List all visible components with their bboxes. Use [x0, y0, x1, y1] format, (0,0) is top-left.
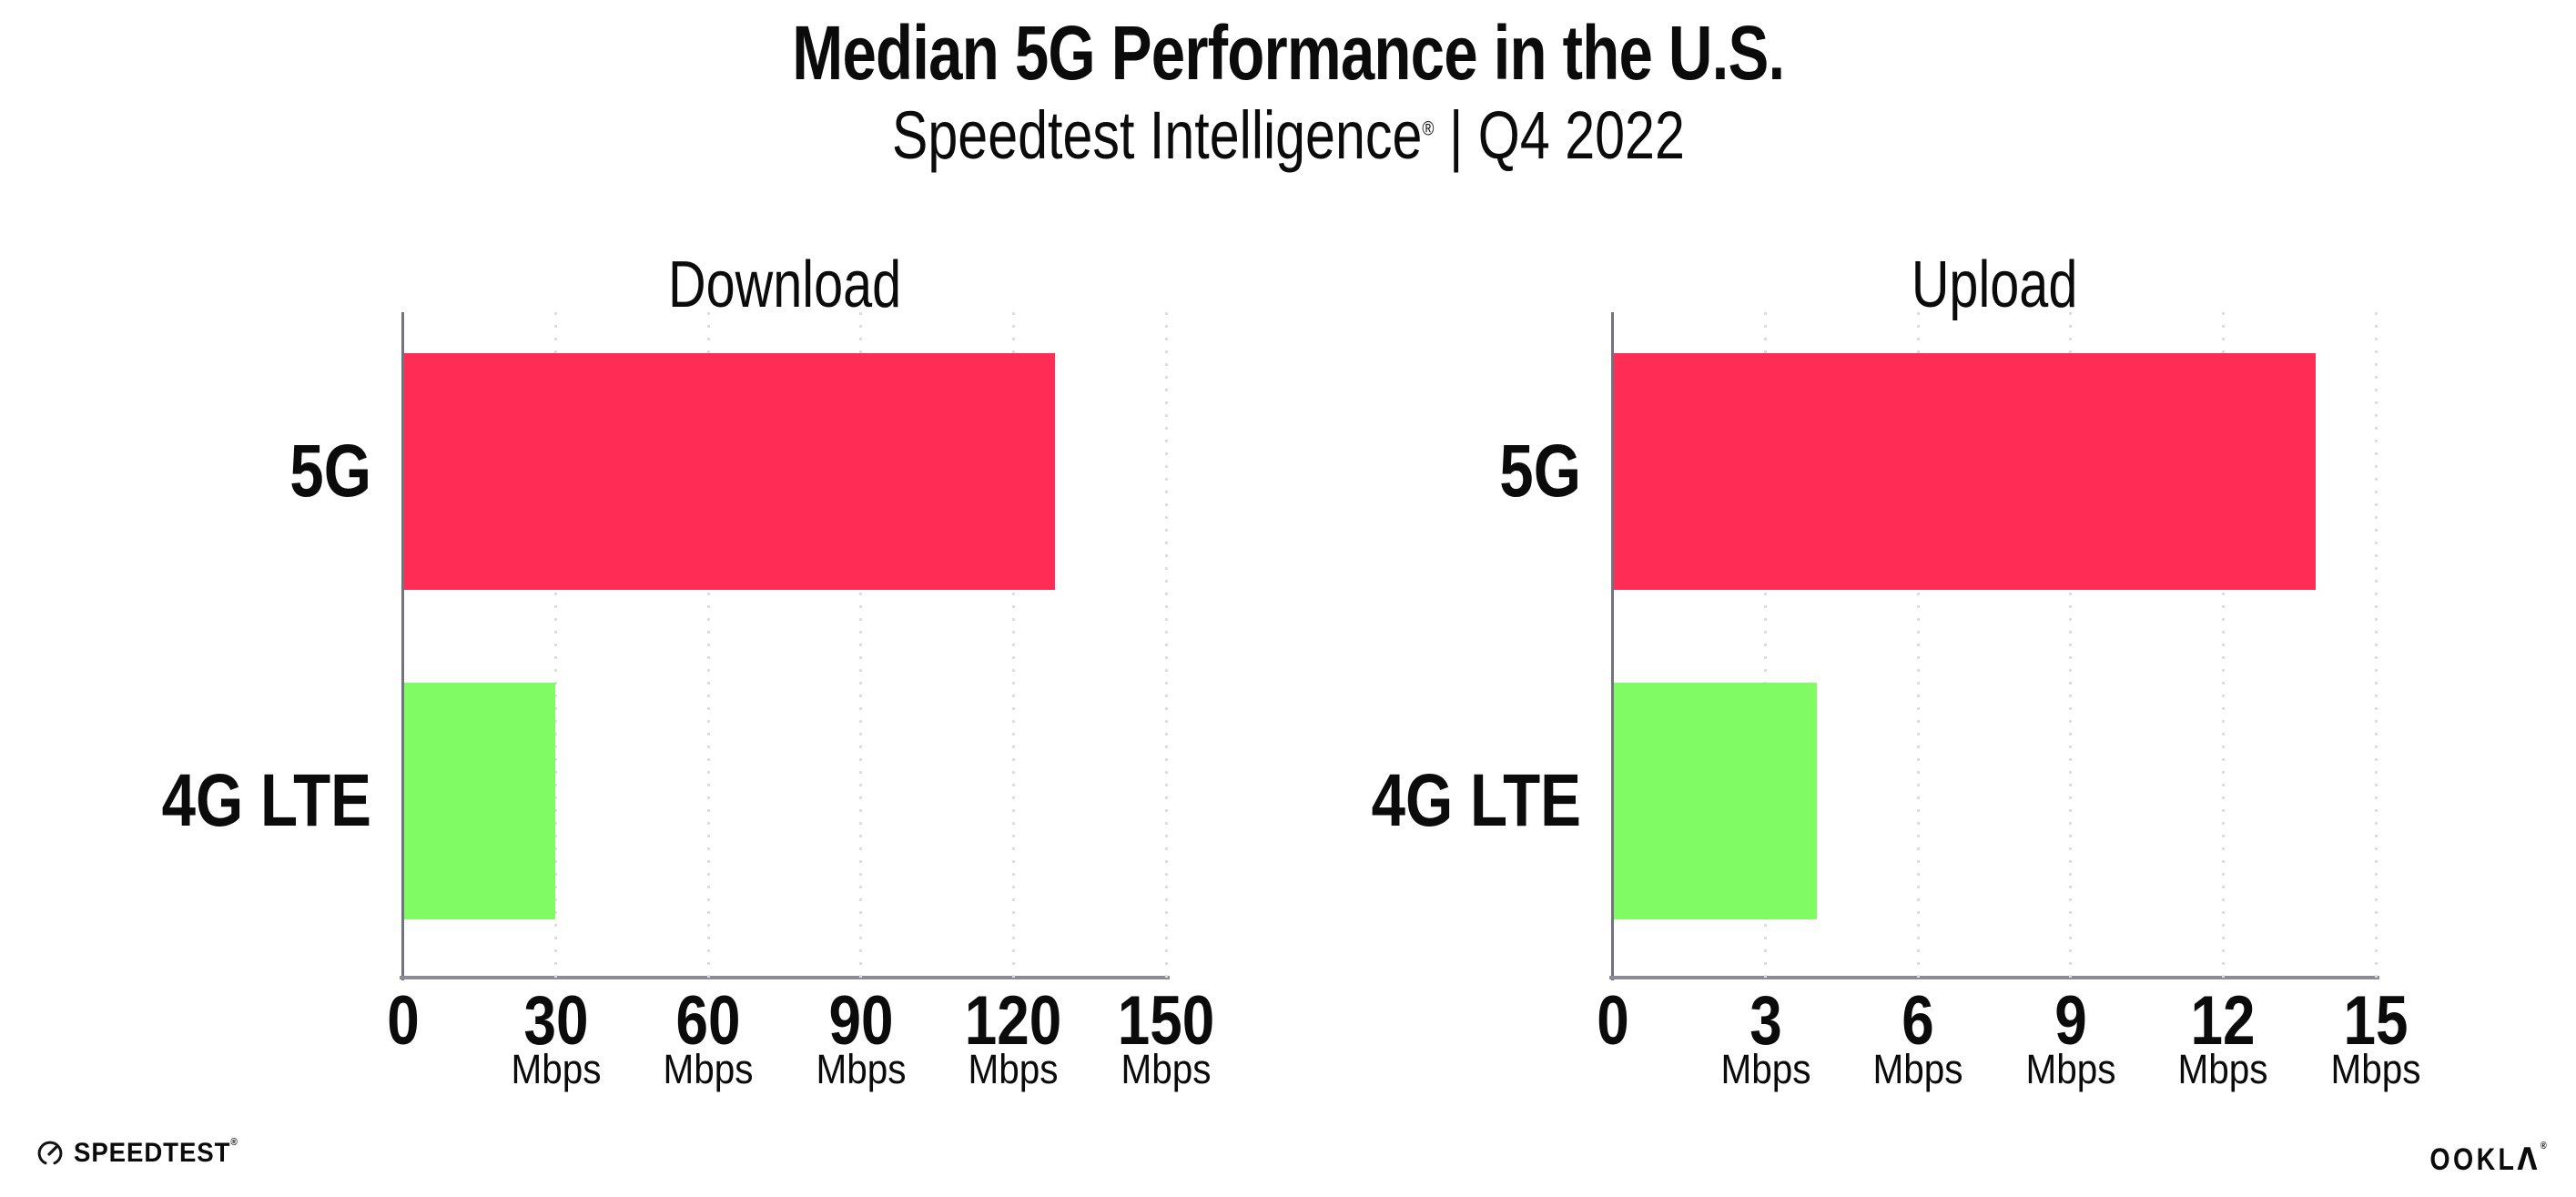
gridline-60 — [706, 312, 710, 978]
registered-trademark-icon: ® — [230, 1137, 238, 1148]
x-tick-label-150: 150 — [1117, 982, 1215, 1060]
download-chart-title: Download — [667, 249, 902, 321]
upload-x-axis-ticks: 0 3 Mbps 6 Mbps 9 Mbps 12 Mbps 15 Mbps — [1597, 0, 2420, 1197]
x-tick-label-9: 9 — [2054, 982, 2087, 1060]
x-tick-label-90: 90 — [828, 982, 894, 1060]
registered-trademark-icon: ® — [2541, 1141, 2547, 1151]
upload-x-axis-line — [1609, 976, 2379, 979]
ookla-logo-lambda-glyph: Λ — [2517, 1141, 2541, 1178]
x-tick-unit-30: Mbps — [511, 1046, 602, 1092]
category-label-4g-lte: 4G LTE — [1371, 759, 1581, 842]
speedtest-gauge-icon — [37, 1141, 63, 1165]
upload-category-labels: 5G 4G LTE — [1308, 312, 1581, 978]
subtitle-brand: Speedtest Intelligence — [891, 97, 1423, 173]
download-y-axis-line — [401, 312, 404, 980]
gridline-30 — [554, 312, 558, 978]
x-tick-label-0: 0 — [387, 982, 420, 1060]
download-plot-area — [400, 312, 1170, 980]
x-tick-label-60: 60 — [675, 982, 741, 1060]
subtitle-period: | Q4 2022 — [1434, 97, 1685, 173]
category-label-5g: 5G — [289, 430, 371, 512]
gridline-12 — [2221, 312, 2225, 978]
gridline-15 — [2374, 312, 2378, 978]
category-label-4g-lte: 4G LTE — [161, 759, 371, 842]
gridline-90 — [859, 312, 863, 978]
registered-trademark-icon: ® — [1422, 117, 1435, 140]
x-tick-unit-3: Mbps — [1720, 1046, 1811, 1092]
bar-5g-upload — [1614, 353, 2316, 590]
ookla-logo: OOKLΛ® — [2429, 1141, 2547, 1179]
download-x-axis-line — [400, 976, 1170, 979]
bar-4g-lte-download — [404, 683, 556, 919]
bar-5g-download — [404, 353, 1056, 590]
x-tick-unit-90: Mbps — [816, 1046, 907, 1092]
x-tick-unit-120: Mbps — [968, 1046, 1059, 1092]
speedtest-logo: SPEEDTEST® — [36, 1138, 252, 1169]
x-tick-label-12: 12 — [2190, 982, 2256, 1060]
gridline-9 — [2069, 312, 2073, 978]
download-x-axis-ticks: 0 30 Mbps 60 Mbps 90 Mbps 120 Mbps 150 Mbps — [387, 0, 1214, 1197]
x-tick-unit-150: Mbps — [1121, 1046, 1212, 1092]
x-tick-unit-6: Mbps — [1872, 1046, 1963, 1092]
x-tick-unit-9: Mbps — [2025, 1046, 2116, 1092]
gridline-150 — [1164, 312, 1168, 978]
x-tick-label-120: 120 — [965, 982, 1062, 1060]
x-tick-label-3: 3 — [1749, 982, 1782, 1060]
upload-chart-title: Upload — [1911, 249, 2078, 321]
download-category-labels: 5G 4G LTE — [98, 312, 371, 978]
x-tick-label-0: 0 — [1597, 982, 1629, 1060]
upload-y-axis-line — [1611, 312, 1614, 980]
bar-4g-lte-upload — [1614, 683, 1818, 919]
speedtest-wordmark: SPEEDTEST® — [74, 1137, 238, 1169]
gridline-120 — [1011, 312, 1015, 978]
category-label-5g: 5G — [1499, 430, 1581, 512]
gridline-3 — [1764, 312, 1768, 978]
gridline-6 — [1916, 312, 1920, 978]
page-title: Median 5G Performance in the U.S. — [791, 10, 1785, 96]
x-tick-label-30: 30 — [523, 982, 589, 1060]
x-tick-unit-15: Mbps — [2330, 1046, 2421, 1092]
x-tick-label-15: 15 — [2343, 982, 2409, 1060]
page-subtitle: Speedtest Intelligence® | Q4 2022 — [0, 96, 2576, 174]
upload-plot-area — [1609, 312, 2379, 980]
x-tick-label-6: 6 — [1902, 982, 1934, 1060]
x-tick-unit-12: Mbps — [2177, 1046, 2268, 1092]
x-tick-unit-60: Mbps — [663, 1046, 754, 1092]
